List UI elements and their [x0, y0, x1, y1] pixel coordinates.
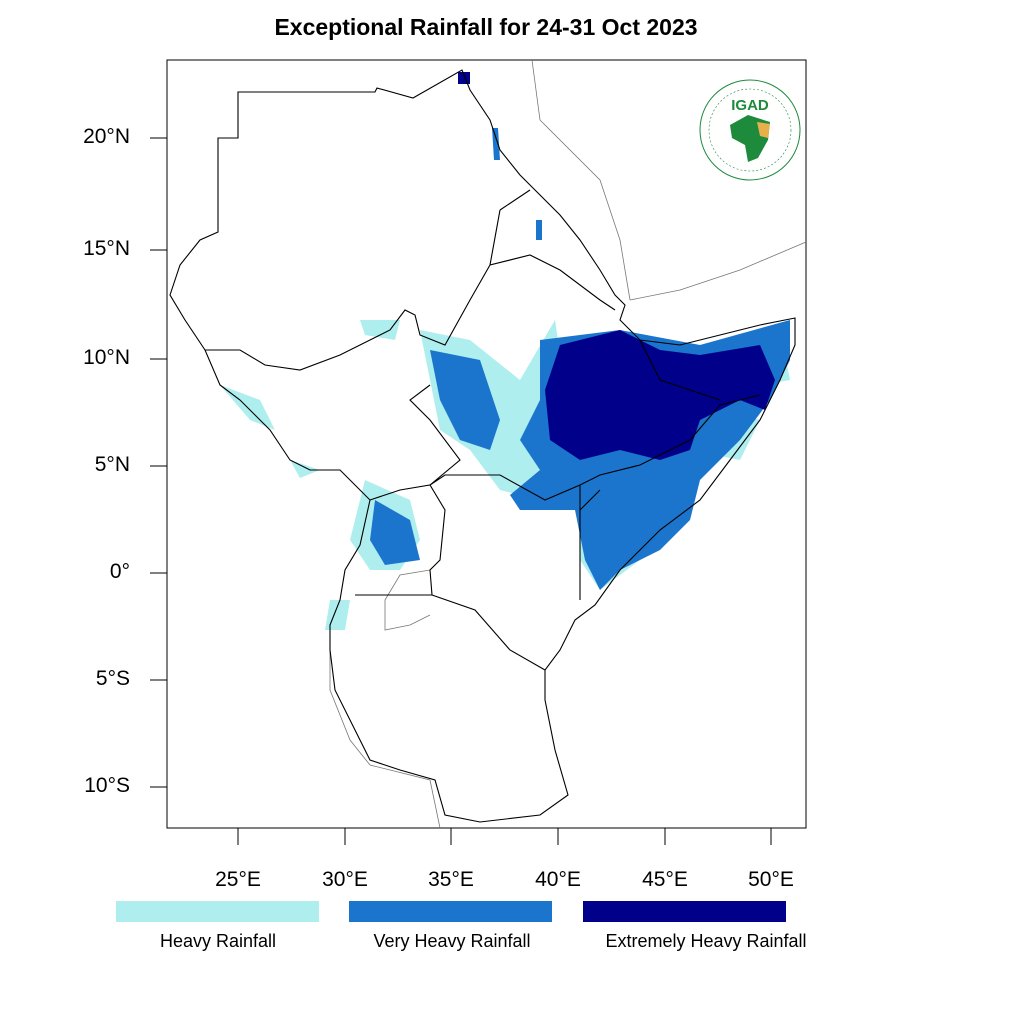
legend-label-extremely-heavy: Extremely Heavy Rainfall — [605, 931, 807, 951]
legend-swatch-heavy — [116, 901, 319, 922]
region-outline — [169, 69, 796, 823]
legend-label-very-heavy: Very Heavy Rainfall — [373, 931, 531, 951]
lat-tick-label: 15°N — [83, 237, 130, 260]
lat-tick-label: 10°S — [84, 774, 130, 797]
lon-tick-label: 50°E — [748, 868, 794, 891]
lon-tick-label: 30°E — [322, 868, 368, 891]
lon-tick-label: 40°E — [535, 868, 581, 891]
lat-tick-label: 5°N — [94, 453, 130, 476]
legend-swatch-extremely-heavy — [583, 901, 786, 922]
country-borders — [169, 69, 796, 823]
lat-tick-label: 10°N — [83, 346, 130, 369]
map-title: Exceptional Rainfall for 24-31 Oct 2023 — [274, 14, 698, 40]
legend-swatch-very-heavy — [349, 901, 552, 922]
lon-tick-label: 25°E — [215, 868, 261, 891]
lon-tick-label: 45°E — [642, 868, 688, 891]
logo-text: IGAD — [731, 97, 769, 114]
lon-tick-label: 35°E — [428, 868, 474, 891]
lat-tick-label: 0° — [109, 560, 130, 583]
lat-tick-label: 5°S — [95, 667, 130, 690]
igad-logo: IGAD — [699, 79, 801, 181]
background-borders — [329, 59, 807, 829]
ticks — [150, 137, 772, 845]
lat-tick-label: 20°N — [83, 125, 130, 148]
extremely-heavy-rainfall-areas — [458, 72, 775, 460]
legend-label-heavy: Heavy Rainfall — [159, 931, 277, 951]
